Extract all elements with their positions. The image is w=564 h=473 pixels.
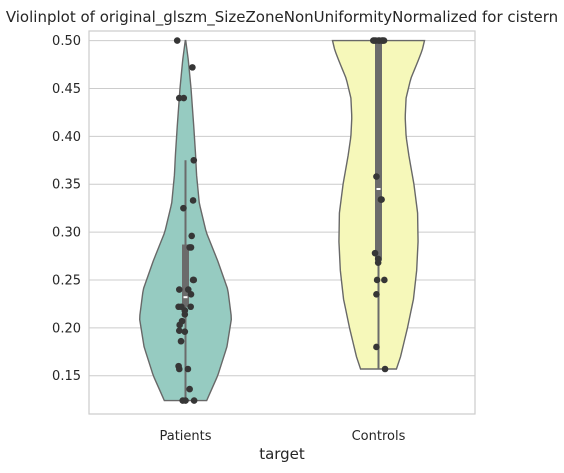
- y-axis-ticks: 0.15 0.20 0.25 0.30 0.35 0.40 0.45 0.50: [52, 34, 81, 384]
- data-point: [175, 365, 183, 373]
- chart-title: Violinplot of original_glszm_SizeZoneNon…: [6, 8, 558, 27]
- data-point: [187, 291, 195, 298]
- data-point: [189, 197, 197, 204]
- data-point: [180, 94, 188, 102]
- data-point: [373, 173, 380, 180]
- y-tick-label: 0.15: [52, 369, 81, 384]
- x-axis-label: target: [259, 445, 305, 463]
- median-marker: [183, 296, 188, 299]
- data-point: [188, 232, 196, 240]
- data-point: [381, 276, 388, 284]
- y-tick-label: 0.50: [52, 34, 81, 49]
- data-point: [371, 249, 379, 257]
- y-tick-label: 0.35: [52, 178, 81, 193]
- data-point: [190, 156, 198, 164]
- y-tick-label: 0.20: [52, 321, 81, 336]
- data-point: [373, 291, 380, 298]
- data-point: [184, 286, 192, 293]
- y-tick-label: 0.45: [52, 82, 81, 97]
- data-point: [190, 276, 198, 284]
- data-point: [374, 259, 382, 267]
- y-tick-label: 0.25: [52, 273, 81, 288]
- data-point: [378, 196, 385, 203]
- data-point: [177, 337, 185, 345]
- iqr-box: [182, 244, 189, 307]
- y-tick-label: 0.30: [52, 226, 81, 241]
- x-tick-label: Controls: [352, 429, 406, 444]
- box-summaries: [182, 40, 382, 401]
- data-point: [189, 64, 196, 71]
- data-points: [173, 37, 389, 404]
- data-point: [181, 311, 189, 318]
- data-point: [380, 37, 388, 44]
- plot-frame: [88, 30, 476, 415]
- data-point: [182, 397, 189, 404]
- data-point: [190, 397, 198, 404]
- data-point: [175, 327, 183, 334]
- data-point: [176, 321, 183, 329]
- data-point: [187, 303, 194, 311]
- data-point: [373, 276, 381, 284]
- data-point: [373, 343, 380, 351]
- x-tick-label: Patients: [159, 429, 211, 444]
- data-point: [184, 365, 192, 373]
- x-axis-ticks: Patients Controls: [159, 429, 405, 444]
- data-point: [381, 365, 389, 373]
- median-marker: [376, 187, 381, 190]
- data-point: [175, 286, 183, 293]
- data-point: [181, 328, 189, 335]
- data-point: [173, 37, 181, 44]
- iqr-box: [375, 40, 382, 261]
- data-point: [187, 244, 195, 251]
- data-point: [186, 385, 193, 393]
- y-tick-label: 0.40: [52, 130, 81, 145]
- data-point: [180, 204, 187, 212]
